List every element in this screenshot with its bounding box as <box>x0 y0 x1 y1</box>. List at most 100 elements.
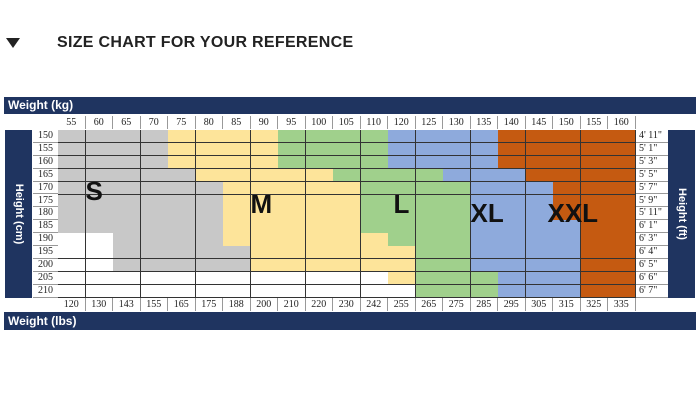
size-cell-xxl <box>608 220 636 234</box>
size-cell-xl <box>388 155 416 170</box>
ft-tick: 5' 11" <box>636 207 668 221</box>
size-cell-l <box>278 130 306 144</box>
kg-tick: 145 <box>526 116 553 129</box>
size-cell-l <box>360 181 389 195</box>
size-cell-l <box>305 142 334 157</box>
size-cell-xl <box>415 142 444 157</box>
size-cell-l <box>388 233 416 247</box>
cm-tick: 190 <box>33 233 58 247</box>
size-cell-s <box>85 142 114 157</box>
size-cell-l <box>443 271 471 286</box>
lbs-tick: 335 <box>608 298 636 311</box>
size-cell-none <box>140 271 169 286</box>
page-title: SIZE CHART FOR YOUR REFERENCE <box>57 34 354 51</box>
size-cell-xxl <box>608 142 636 157</box>
size-cell-none <box>250 284 279 299</box>
size-cell-xl <box>443 168 471 183</box>
size-cell-xl <box>498 284 526 299</box>
lbs-tick: 130 <box>86 298 113 311</box>
size-cell-xxl <box>498 142 526 157</box>
size-cell-xxl <box>580 155 609 170</box>
kg-tick: 130 <box>443 116 471 129</box>
size-cell-m <box>278 233 306 247</box>
kg-tick: 80 <box>196 116 223 129</box>
size-cell-xl <box>443 155 471 170</box>
size-cell-s <box>58 181 86 195</box>
size-cell-xxl <box>553 181 581 195</box>
size-cell-m <box>388 271 416 286</box>
size-cell-s <box>58 220 86 234</box>
size-cell-xl <box>470 233 499 247</box>
size-cell-xl <box>470 130 499 144</box>
size-cell-s <box>140 246 169 260</box>
weight-kg-header: Weight (kg) <box>4 97 696 114</box>
size-cell-s <box>85 220 114 234</box>
size-cell-l <box>360 220 389 234</box>
height-ft-label: Height (ft) <box>675 188 688 240</box>
cm-tick: 185 <box>33 220 58 234</box>
size-cell-s <box>85 155 114 170</box>
size-cell-s <box>85 207 114 221</box>
ft-tick: 5' 7" <box>636 182 668 195</box>
size-cell-s <box>113 155 141 170</box>
size-cell-none <box>223 271 251 286</box>
size-cell-l <box>443 284 471 299</box>
size-label-s: S <box>85 176 103 207</box>
size-cell-s <box>140 259 169 273</box>
ft-tick: 6' 6" <box>636 272 668 285</box>
cm-tick: 210 <box>33 285 58 298</box>
size-cell-xxl <box>553 142 581 157</box>
size-cell-none <box>333 271 361 286</box>
size-cell-xl <box>388 130 416 144</box>
size-cell-xl <box>498 168 526 183</box>
size-cell-xxl <box>580 168 609 183</box>
kg-tick: 120 <box>388 116 416 129</box>
size-cell-l <box>415 284 444 299</box>
size-cell-none <box>58 284 86 299</box>
size-cell-xl <box>525 246 554 260</box>
size-cell-xxl <box>580 284 609 299</box>
size-cell-xl <box>415 155 444 170</box>
size-cell-l <box>360 207 389 221</box>
size-cell-l <box>278 142 306 157</box>
size-cell-xxl <box>608 194 636 208</box>
size-cell-none <box>58 233 86 247</box>
size-cell-none <box>250 271 279 286</box>
lbs-tick: 255 <box>388 298 416 311</box>
size-cell-xxl <box>553 155 581 170</box>
size-cell-xl <box>553 284 581 299</box>
size-cell-xl <box>415 130 444 144</box>
size-cell-m <box>195 155 224 170</box>
size-cell-m <box>305 259 334 273</box>
size-cell-xxl <box>608 168 636 183</box>
kg-tick: 105 <box>333 116 361 129</box>
kg-tick: 65 <box>113 116 141 129</box>
size-cell-xl <box>525 284 554 299</box>
kg-tick: 70 <box>141 116 168 129</box>
size-cell-xxl <box>608 207 636 221</box>
lbs-tick: 230 <box>333 298 361 311</box>
size-cell-m <box>223 142 251 157</box>
size-cell-m <box>223 194 251 208</box>
size-cell-none <box>360 271 389 286</box>
lbs-tick: 220 <box>306 298 333 311</box>
size-cell-m <box>360 246 389 260</box>
size-cell-m <box>250 220 279 234</box>
size-label-m: M <box>250 189 273 220</box>
size-cell-m <box>195 142 224 157</box>
size-cell-l <box>415 168 444 183</box>
cm-tick: 195 <box>33 246 58 259</box>
size-cell-xl <box>553 271 581 286</box>
kg-tick: 110 <box>361 116 388 129</box>
size-cell-s <box>85 130 114 144</box>
size-cell-s <box>223 259 251 273</box>
height-cm-label: Height (cm) <box>12 183 25 245</box>
size-cell-xxl <box>580 130 609 144</box>
size-cell-none <box>278 271 306 286</box>
size-cell-none <box>223 284 251 299</box>
size-cell-xl <box>470 155 499 170</box>
lbs-tick: 175 <box>196 298 223 311</box>
size-cell-s <box>195 246 224 260</box>
size-cell-l <box>278 155 306 170</box>
size-cell-none <box>168 284 196 299</box>
